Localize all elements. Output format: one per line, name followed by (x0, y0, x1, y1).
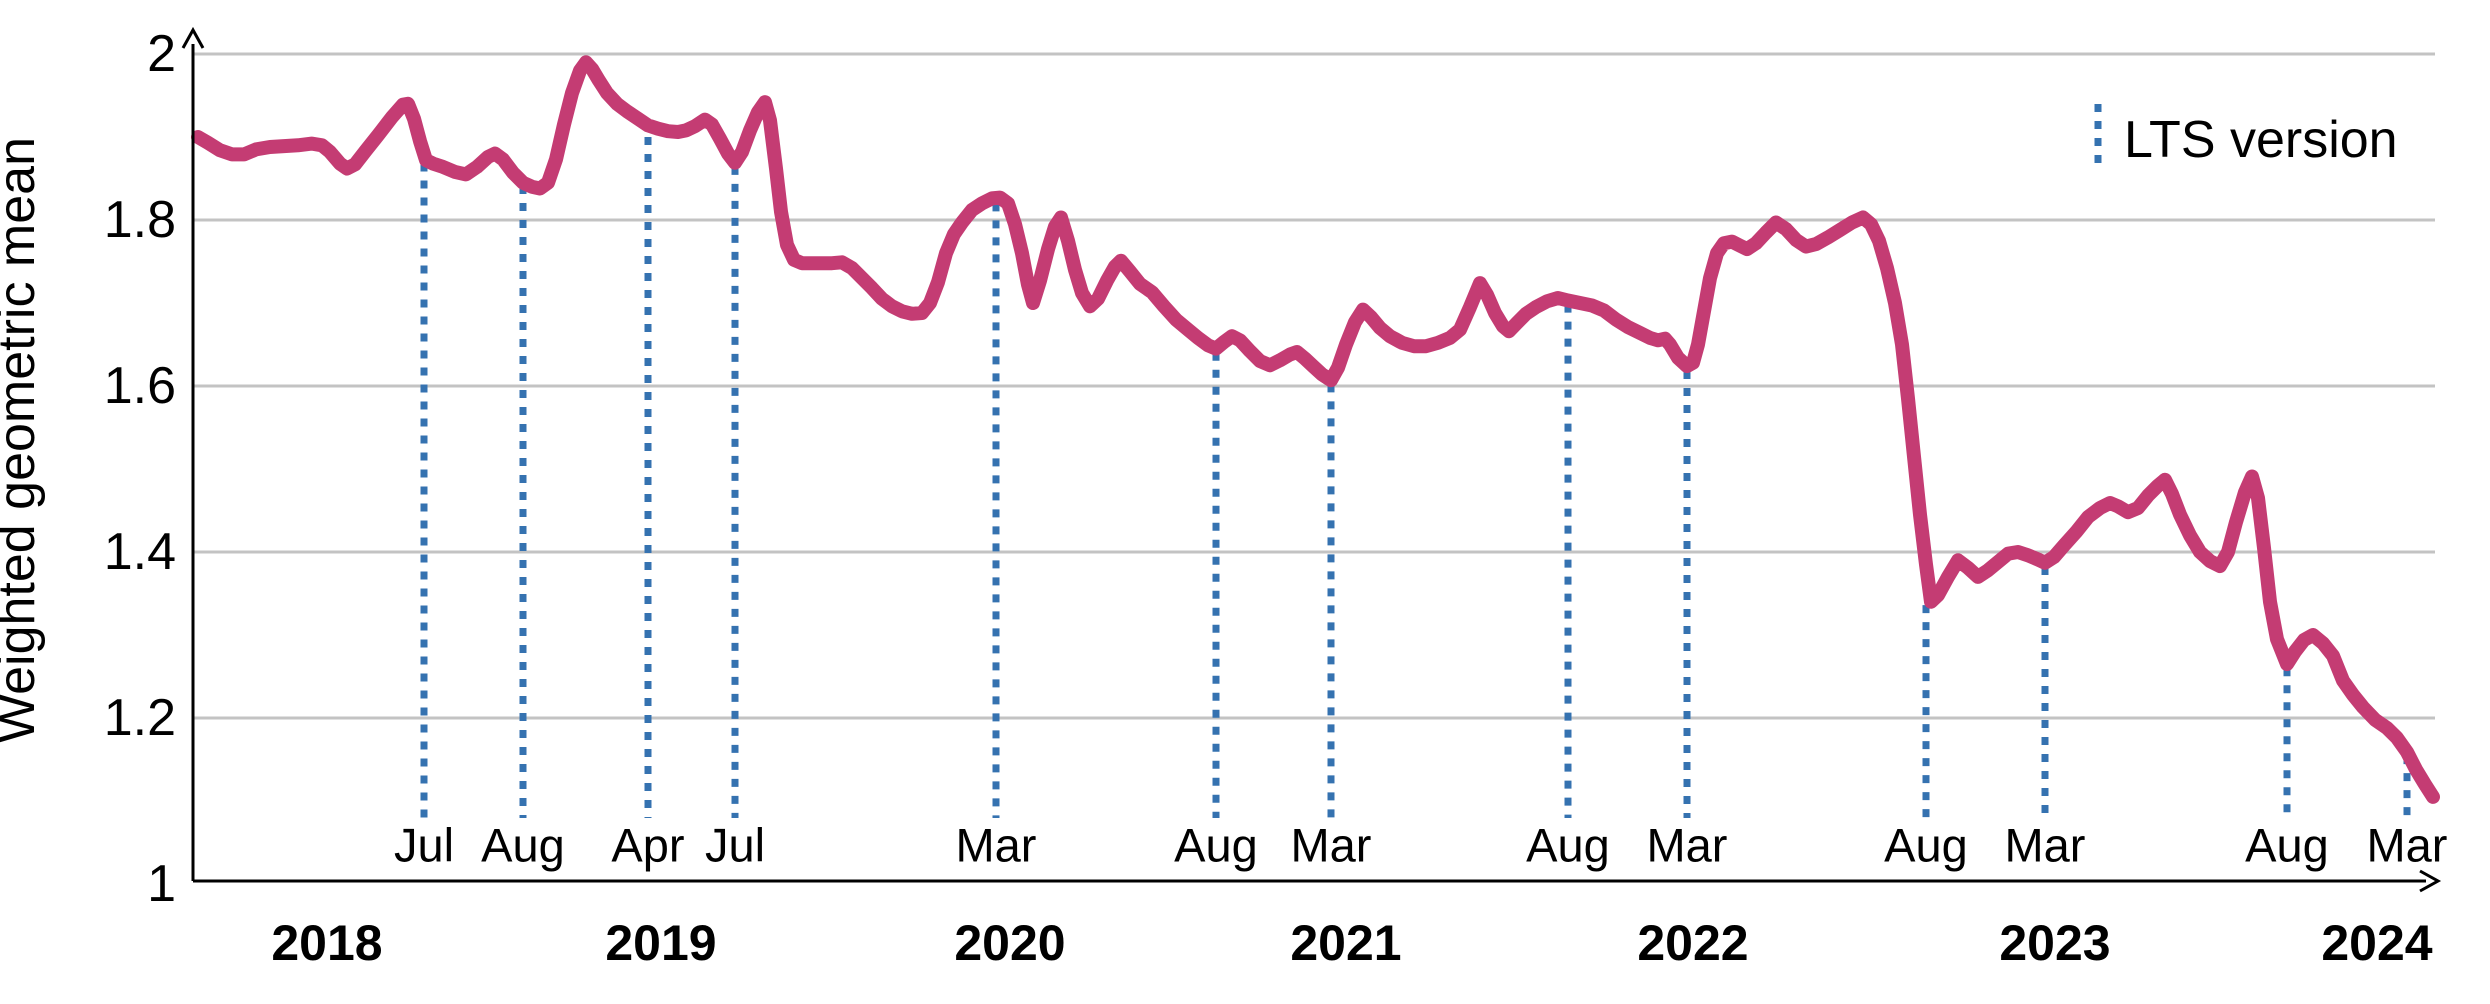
lts-month-label: Mar (2005, 819, 2086, 872)
x-year-label: 2023 (1999, 915, 2110, 971)
lts-month-label: Aug (2245, 819, 2329, 872)
x-year-label: 2018 (271, 915, 382, 971)
lts-month-label: Aug (481, 819, 565, 872)
axes (181, 26, 2442, 893)
lts-month-label: Mar (2367, 819, 2448, 872)
lts-month-label: Mar (1291, 819, 1372, 872)
y-axis-title: Weighted geometric mean (0, 137, 46, 743)
lts-month-label: Jul (394, 819, 454, 872)
lts-month-label: Aug (1884, 819, 1968, 872)
lts-month-label: Aug (1174, 819, 1258, 872)
y-tick-labels: 2 1.8 1.6 1.4 1.2 1 (104, 25, 176, 913)
x-axis-arrow (2419, 869, 2442, 893)
lts-month-label: Mar (1647, 819, 1728, 872)
y-tick-label: 1.2 (104, 689, 176, 747)
year-tick-labels: 2018 2019 2020 2021 2022 2023 2024 (271, 915, 2432, 971)
lts-month-labels: Jul Aug Apr Jul Mar Aug Mar Aug Mar Aug Mar Aug Mar (394, 819, 2448, 872)
y-tick-label: 1.4 (104, 523, 176, 581)
y-axis-arrow (181, 26, 205, 49)
lts-version-lines (420, 137, 2411, 818)
y-tick-label: 1.6 (104, 357, 176, 415)
series-line (191, 55, 2440, 804)
lts-month-label: Aug (1526, 819, 1610, 872)
x-year-label: 2019 (605, 915, 716, 971)
series-lines (191, 55, 2440, 804)
gridlines (193, 52, 2435, 720)
y-tick-label: 2 (147, 25, 176, 83)
x-year-label: 2021 (1290, 915, 1401, 971)
legend: LTS version (2094, 104, 2398, 172)
x-year-label: 2022 (1637, 915, 1748, 971)
legend-label: LTS version (2124, 111, 2398, 169)
y-tick-label: 1 (147, 855, 176, 913)
x-year-label: 2020 (954, 915, 1065, 971)
lts-month-label: Jul (705, 819, 765, 872)
y-tick-label: 1.8 (104, 191, 176, 249)
x-year-label: 2024 (2321, 915, 2432, 971)
lts-month-label: Mar (956, 819, 1037, 872)
lts-month-label: Apr (611, 819, 684, 872)
